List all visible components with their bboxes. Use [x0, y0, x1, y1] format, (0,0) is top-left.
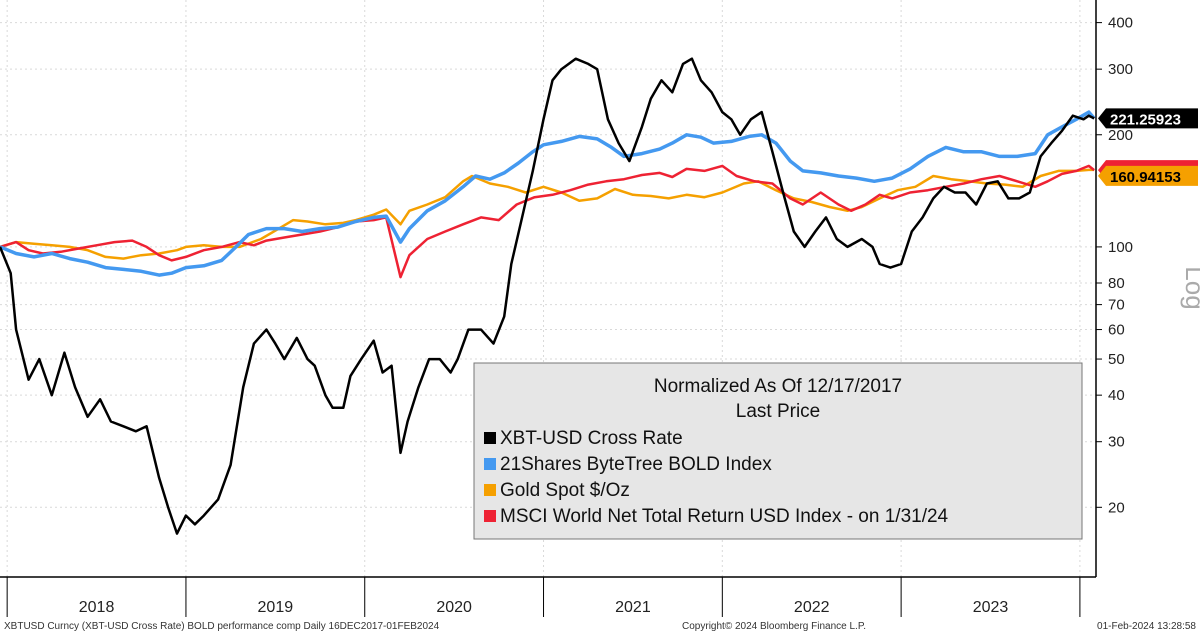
y-tick-label: 60 [1108, 322, 1125, 339]
x-tick-label: 2021 [615, 599, 651, 616]
x-tick-label: 2020 [436, 599, 472, 616]
legend-item-label: XBT-USD Cross Rate [500, 428, 683, 449]
y-tick-label: 200 [1108, 127, 1133, 144]
y-tick-label: 50 [1108, 351, 1125, 368]
legend-swatch [484, 432, 496, 444]
legend-title: Normalized As Of 12/17/2017 [654, 376, 902, 397]
footer-left: XBTUSD Curncy (XBT-USD Cross Rate) BOLD … [4, 621, 440, 632]
y-tick-label: 80 [1108, 275, 1125, 292]
series-layer [0, 57, 1096, 535]
value-tag-bg [1098, 165, 1198, 186]
y-tick-label: 300 [1108, 61, 1133, 78]
legend-swatch [484, 484, 496, 496]
legend-swatch [484, 510, 496, 522]
y-tick-label: 100 [1108, 239, 1133, 256]
y-axis-label: Log [1180, 266, 1200, 309]
footer-center: Copyright© 2024 Bloomberg Finance L.P. [682, 621, 866, 632]
legend-subtitle: Last Price [736, 401, 820, 422]
legend-swatch [484, 458, 496, 470]
x-tick-label: 2023 [973, 599, 1009, 616]
series-line-2 [0, 110, 1096, 277]
value-tag-label: 221.25923 [1110, 111, 1181, 128]
value-tag-label: 160.94153 [1110, 169, 1181, 186]
y-tick-label: 400 [1108, 15, 1133, 32]
legend-box [473, 362, 1083, 540]
x-tick-label: 2019 [258, 599, 294, 616]
legend-item-label: MSCI World Net Total Return USD Index - … [500, 506, 949, 527]
legend-items: XBT-USD Cross Rate 21Shares ByteTree BOLD… [484, 428, 949, 527]
y-tick-label: 20 [1108, 499, 1125, 516]
legend-item-label: Gold Spot $/Oz [500, 480, 630, 501]
y-tick-label: 70 [1108, 297, 1125, 314]
legend: Normalized As Of 12/17/2017 Last Price X… [473, 362, 1083, 540]
x-tick-label: 2018 [79, 599, 115, 616]
series-line-3 [0, 168, 1095, 260]
value-tag-bg [1098, 108, 1198, 129]
y-axis-ticks: 20 30 40 50 60 70 80 100 200 300 400 [1096, 15, 1133, 516]
series-line-4 [0, 164, 1095, 279]
footer-right: 01-Feb-2024 13:28:58 [1097, 621, 1196, 632]
x-tick-label: 2022 [794, 599, 830, 616]
y-tick-label: 30 [1108, 434, 1125, 451]
series-line-1 [0, 57, 1095, 535]
x-axis-ticks: 2018 2019 2020 2021 2022 2023 [6, 577, 1081, 617]
y-tick-label: 40 [1108, 387, 1125, 404]
legend-item-label: 21Shares ByteTree BOLD Index [500, 454, 772, 475]
